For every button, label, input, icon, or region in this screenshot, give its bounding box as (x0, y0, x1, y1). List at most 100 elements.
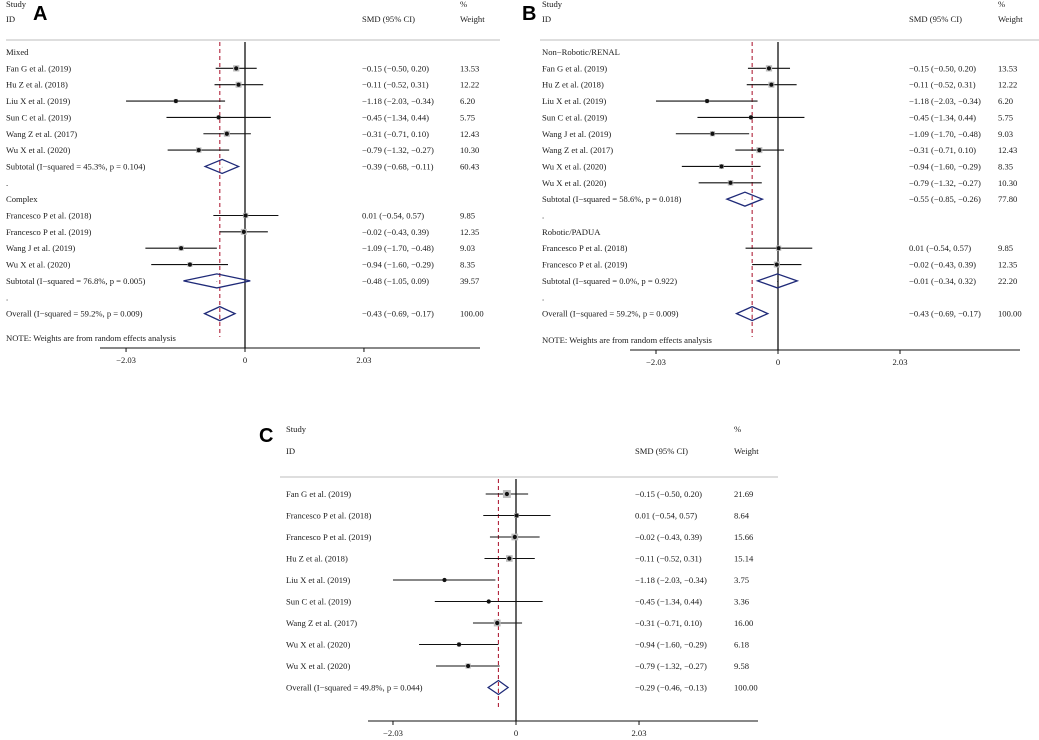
point-estimate (776, 246, 781, 251)
weight-percent: 8.35 (460, 260, 475, 270)
point-estimate (719, 164, 724, 169)
point-estimate (196, 148, 201, 153)
weight-percent: 12.22 (998, 80, 1017, 90)
effect-size-ci: −0.15 (−0.50, 0.20) (635, 489, 702, 499)
effect-size-ci: 0.01 (−0.54, 0.57) (362, 211, 424, 221)
study-label: Francesco P et al. (2019) (286, 532, 371, 542)
weight-percent: 22.20 (998, 276, 1017, 286)
study-label: Wu X et al. (2020) (6, 260, 70, 270)
study-label: Hu Z et al. (2018) (542, 80, 604, 90)
diamond-center-mark: · (776, 279, 778, 285)
study-label: Wu X et al. (2020) (286, 640, 350, 650)
study-label: Wu X et al. (2020) (542, 161, 606, 171)
header-id: ID (542, 14, 551, 24)
dot-label: . (6, 178, 8, 188)
weight-percent: 12.22 (460, 80, 479, 90)
point-estimate (243, 213, 248, 218)
point-estimate (774, 262, 779, 267)
point-estimate (236, 82, 241, 87)
header-study: Study (286, 424, 307, 434)
effect-size-ci: −0.39 (−0.68, −0.11) (362, 161, 434, 171)
weight-percent: 16.00 (734, 618, 753, 628)
point-estimate (442, 577, 447, 583)
point-estimate (456, 642, 462, 647)
effect-size-ci: −0.01 (−0.34, 0.32) (909, 276, 976, 286)
weight-percent: 5.75 (460, 112, 475, 122)
study-label: Francesco P et al. (2019) (542, 260, 627, 270)
effect-size-ci: −0.43 (−0.69, −0.17) (362, 309, 434, 319)
study-label: Fan G et al. (2019) (6, 63, 71, 73)
study-label: Wu X et al. (2020) (286, 661, 350, 671)
effect-size-ci: −1.18 (−2.03, −0.34) (635, 575, 707, 585)
study-label: Francesco P et al. (2018) (542, 243, 627, 253)
point-estimate (173, 98, 178, 104)
effect-size-ci: 0.01 (−0.54, 0.57) (635, 511, 697, 521)
study-label: Liu X et al. (2019) (542, 96, 606, 106)
header-weight: Weight (734, 446, 759, 456)
point-estimate (757, 148, 762, 153)
subtotal-diamond (183, 273, 251, 289)
study-label: Liu X et al. (2019) (286, 575, 350, 585)
group-label: Non−Robotic/RENAL (542, 47, 620, 57)
study-label: Wang Z et al. (2017) (6, 129, 77, 139)
x-axis-tick-label: −2.03 (646, 357, 666, 367)
weight-percent: 100.00 (734, 683, 758, 693)
study-label: Fan G et al. (2019) (542, 63, 607, 73)
weight-percent: 3.36 (734, 597, 750, 607)
x-axis-tick-label: 0 (514, 728, 518, 738)
effect-size-ci: −0.45 (−1.34, 0.44) (635, 597, 702, 607)
weight-percent: 9.58 (734, 661, 749, 671)
study-label: Francesco P et al. (2018) (286, 511, 371, 521)
weight-percent: 39.57 (460, 276, 480, 286)
diamond-center-mark: · (744, 198, 746, 204)
effect-size-ci: −0.43 (−0.69, −0.17) (909, 309, 981, 319)
point-estimate (179, 246, 184, 251)
panel-letter-c: C (259, 425, 274, 447)
point-estimate (512, 534, 517, 540)
header-weight: Weight (460, 14, 485, 24)
effect-size-ci: −0.48 (−1.05, 0.09) (362, 276, 429, 286)
weight-percent: 9.85 (460, 211, 475, 221)
weight-percent: 12.35 (998, 260, 1017, 270)
effect-size-ci: −1.09 (−1.70, −0.48) (362, 243, 434, 253)
footnote: NOTE: Weights are from random effects an… (542, 335, 713, 345)
x-axis-tick-label: −2.03 (116, 355, 136, 365)
study-label: Sun C et al. (2019) (6, 112, 71, 122)
header-smd: SMD (95% CI) (909, 14, 962, 24)
weight-percent: 9.03 (460, 243, 475, 253)
header-smd: SMD (95% CI) (635, 446, 688, 456)
dot-label: . (6, 292, 8, 302)
weight-percent: 10.30 (998, 178, 1017, 188)
effect-size-ci: −1.18 (−2.03, −0.34) (909, 96, 981, 106)
overall-diamond (203, 305, 237, 322)
point-estimate (241, 229, 246, 234)
overall-label: Overall (I−squared = 49.8%, p = 0.044) (286, 683, 423, 693)
header-weight: Weight (998, 14, 1023, 24)
forest-plot-b-canvas: Study ID SMD (95% CI) % Weight NOTE: Wei… (540, 0, 1039, 367)
study-label: Sun C et al. (2019) (542, 112, 607, 122)
effect-size-ci: −0.45 (−1.34, 0.44) (909, 112, 976, 122)
weight-percent: 9.85 (998, 243, 1013, 253)
subtotal-label: Subtotal (I−squared = 58.6%, p = 0.018) (542, 194, 682, 204)
effect-size-ci: −0.02 (−0.43, 0.39) (909, 260, 976, 270)
study-label: Liu X et al. (2019) (6, 96, 70, 106)
header-study: Study (6, 0, 27, 9)
weight-percent: 5.75 (998, 112, 1013, 122)
diamond-center-mark: · (751, 312, 753, 318)
point-estimate (216, 115, 221, 120)
effect-size-ci: −1.18 (−2.03, −0.34) (362, 96, 434, 106)
study-label: Wang J et al. (2019) (6, 243, 75, 253)
subtotal-label: Subtotal (I−squared = 0.0%, p = 0.922) (542, 276, 677, 286)
group-label: Mixed (6, 47, 29, 57)
study-label: Francesco P et al. (2019) (6, 227, 91, 237)
point-estimate (710, 131, 715, 136)
weight-percent: 12.43 (460, 129, 479, 139)
header-smd: SMD (95% CI) (362, 14, 415, 24)
study-label: Wang J et al. (2019) (542, 129, 611, 139)
study-label: Wang Z et al. (2017) (542, 145, 613, 155)
header-pct: % (734, 424, 741, 434)
x-axis-tick-label: 0 (776, 357, 780, 367)
overall-diamond (734, 305, 770, 322)
effect-size-ci: 0.01 (−0.54, 0.57) (909, 243, 971, 253)
weight-percent: 15.66 (734, 532, 754, 542)
